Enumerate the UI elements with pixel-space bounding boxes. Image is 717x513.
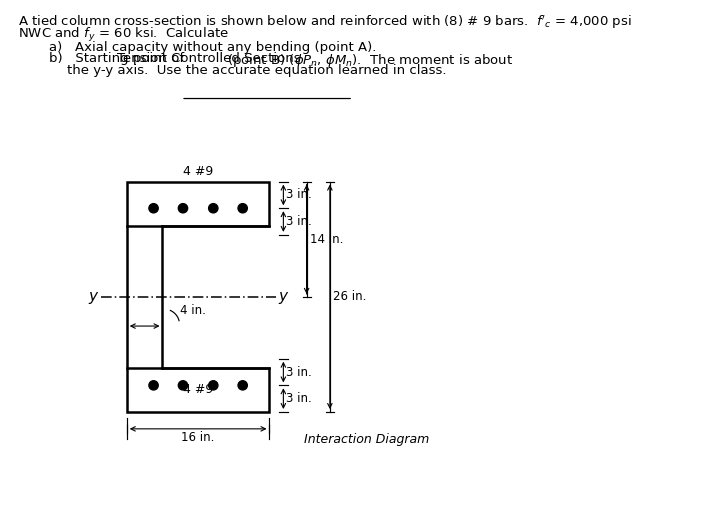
Text: 3 in.: 3 in. [287,366,312,379]
Text: 3 in.: 3 in. [287,392,312,405]
Circle shape [179,204,188,213]
Bar [127,368,270,412]
Text: 14 in.: 14 in. [310,233,343,246]
Text: 16 in.: 16 in. [181,431,215,444]
Circle shape [179,381,188,390]
Circle shape [238,381,247,390]
Text: the y-y axis.  Use the accurate equation learned in class.: the y-y axis. Use the accurate equation … [67,64,446,77]
Text: A tied column cross-section is shown below and reinforced with (8) # 9 bars.  $f: A tied column cross-section is shown bel… [18,14,632,31]
Text: Interaction Diagram: Interaction Diagram [305,433,429,446]
Circle shape [209,204,218,213]
Text: y: y [278,289,287,304]
Text: 3 in.: 3 in. [287,215,312,228]
Text: 4 in.: 4 in. [179,304,205,317]
Text: a)   Axial capacity without any bending (point A).: a) Axial capacity without any bending (p… [49,41,376,53]
Text: 3 in.: 3 in. [287,188,312,202]
Bar [127,182,270,226]
Text: b)   Starting point of: b) Starting point of [49,52,188,65]
Text: NWC and $f_y$ = 60 ksi.  Calculate: NWC and $f_y$ = 60 ksi. Calculate [18,26,229,44]
Text: (point B) ($\phi P_n$, $\phi M_n$).  The moment is about: (point B) ($\phi P_n$, $\phi M_n$). The … [223,52,513,69]
Text: Tension Controlled Sections: Tension Controlled Sections [118,52,301,65]
Circle shape [209,381,218,390]
Circle shape [238,204,247,213]
Text: 4 #9: 4 #9 [183,383,213,396]
Text: y: y [88,289,98,304]
Text: 26 in.: 26 in. [333,290,366,303]
Circle shape [149,204,158,213]
Text: 4 #9: 4 #9 [183,165,213,178]
Circle shape [149,381,158,390]
